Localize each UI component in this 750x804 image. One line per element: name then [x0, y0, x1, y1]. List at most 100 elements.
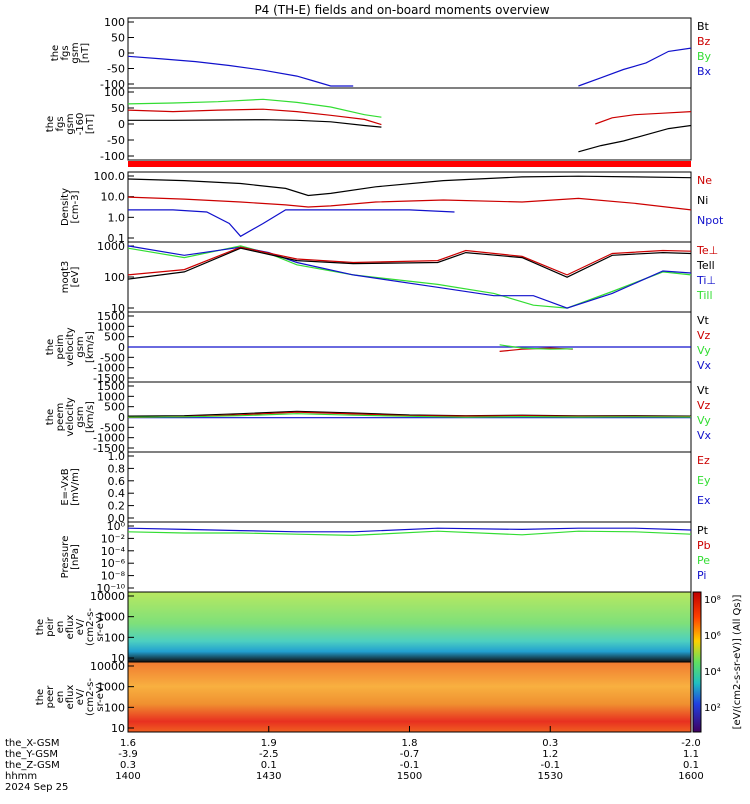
y-tick-label: 10⁰ [107, 520, 126, 533]
y-axis-label: moqt3 [eV] [60, 261, 81, 294]
y-tick-label: 10 [111, 652, 125, 665]
y-axis-label-line: gsm [75, 406, 86, 427]
y-axis-label-line: E=-VxB [60, 468, 71, 505]
date-label: 2024 Sep 25 [5, 782, 68, 793]
series-Till [127, 245, 692, 309]
ephemeris-value: 0.1 [261, 760, 277, 771]
colorbar-tick-label: 10⁴ [704, 667, 721, 678]
series-Tell [127, 247, 692, 280]
y-tick-label: 1000 [97, 240, 125, 253]
legend-entry: Vy [697, 344, 711, 357]
y-axis-label: Density [cm-3] [60, 188, 81, 226]
y-axis-label-line: Density [60, 188, 71, 226]
panel-frame [127, 241, 692, 313]
panel-peer: 10000 1000 100 10 the peer en eflux eV/(cm2-s-sr… [35, 660, 692, 735]
ephemeris-value: -3.9 [118, 749, 138, 760]
y-axis-label-line: the [45, 116, 56, 132]
y-tick-label: 0.8 [108, 462, 126, 475]
legend-entry: Ni [697, 194, 708, 207]
legend-entry: Ey [697, 474, 711, 487]
y-axis-label: the fgs gsm [nT] [50, 42, 91, 63]
y-tick-label: -50 [107, 134, 125, 147]
ephemeris-value: -0.1 [540, 760, 560, 771]
panel-efield: 1.00.80.60.40.20.0 E=-VxB [mV/m] Ez Ey Ex [60, 450, 711, 525]
ephemeris-value: 1530 [538, 771, 563, 782]
y-tick-label: -1000 [93, 432, 125, 445]
y-tick-label: 10⁻² [101, 532, 125, 545]
y-axis-label: the peer en eflux eV/(cm2-s-sr-eV) [35, 678, 106, 716]
y-tick-label: 100 [104, 631, 125, 644]
ephemeris-value: -2.5 [259, 749, 279, 760]
y-axis-label-line: gsm [70, 42, 81, 63]
y-axis-label-line: eV/ [75, 688, 86, 705]
ephemeris-value: 0.3 [542, 738, 558, 749]
series-Ti⊥ [127, 245, 692, 309]
y-axis-label-line: en [55, 691, 66, 704]
legend-entry: By [697, 50, 712, 63]
y-axis-label-line: [nT] [80, 43, 91, 63]
y-tick-label: 10⁻¹⁰ [96, 582, 125, 595]
y-axis-label-line: [cm-3] [70, 190, 81, 223]
legend-entry: Pt [697, 524, 709, 537]
legend-entry: Pb [697, 539, 711, 552]
y-axis-label: Pressure [nPa] [60, 536, 81, 579]
y-axis-label-line: gsm [75, 336, 86, 357]
panel-frame [127, 451, 692, 523]
legend-entry: Bt [697, 20, 710, 33]
y-tick-label: 0.0 [108, 512, 126, 525]
y-axis-label-line: -160 [75, 113, 86, 136]
legend-entry: Vt [697, 384, 710, 397]
y-axis-label-line: the [35, 619, 46, 635]
colorbar-label: [eV/(cm2-s-sr-eV)] (All Qs)] [732, 594, 743, 729]
y-tick-label: 10 [111, 302, 125, 315]
y-axis-label-line: velocity [65, 327, 76, 366]
colorbar [692, 591, 702, 733]
ephemeris-value: 1600 [678, 771, 703, 782]
series-Bt [128, 119, 382, 128]
legend-entry: Tell [696, 259, 715, 272]
spectrogram-peir [128, 592, 691, 662]
legend-entry: Ne [697, 174, 712, 187]
legend-entry: Vz [697, 399, 711, 412]
red-strip [128, 161, 691, 167]
y-axis-label-line: [km/s] [85, 401, 96, 433]
y-axis-label-line: eflux [65, 615, 76, 640]
legend-entry: Pe [697, 554, 710, 567]
y-tick-label: 100 [104, 86, 125, 99]
spectrogram-peer [128, 662, 691, 732]
y-tick-label: 1000 [97, 320, 125, 333]
y-axis-label-line: en [55, 621, 66, 634]
series-Pi [127, 527, 692, 533]
y-axis-label-line: Pressure [60, 536, 71, 579]
y-axis-label-line: the [35, 689, 46, 705]
y-axis-label: the peim velocity gsm [km/s] [45, 327, 96, 366]
y-axis-label-line: (cm2-s- [85, 608, 96, 646]
y-axis-label: E=-VxB [mV/m] [60, 468, 81, 506]
ephemeris-value: 1500 [397, 771, 422, 782]
y-tick-label: 10000 [90, 660, 125, 673]
ephemeris-value: 1.9 [261, 738, 277, 749]
y-tick-label: 10.0 [101, 191, 126, 204]
colorbar-label-text: [eV/(cm2-s-sr-eV)] (All Qs)] [732, 594, 743, 729]
y-axis-label-line: the [50, 45, 61, 61]
y-tick-label: -1500 [93, 442, 125, 455]
panel-frame [127, 17, 692, 89]
y-axis-label: the fgs gsm -160 [nT] [45, 113, 96, 136]
ephemeris-label: the_Y-GSM [5, 749, 58, 760]
ephemeris-value: 1400 [115, 771, 140, 782]
series-Vy [499, 344, 573, 350]
series-Bt [578, 124, 692, 153]
y-axis-label-line: [km/s] [85, 331, 96, 363]
panel-moqt3: 1000 100 10 moqt3 [eV] Te⊥ Tell Ti⊥ Till [60, 240, 718, 315]
y-axis-label-line: the [45, 339, 56, 355]
ephemeris-value: 1.1 [683, 749, 699, 760]
y-axis-label-line: moqt3 [60, 261, 71, 294]
y-tick-label: 1000 [97, 611, 125, 624]
y-axis-label-line: peir [45, 616, 56, 636]
panel-fgs: 100 50 0 -50 -100 the fgs gsm [nT] Bt Bz By Bx [50, 16, 712, 91]
y-tick-label: 0.6 [108, 475, 126, 488]
y-tick-label: -50 [107, 63, 125, 76]
